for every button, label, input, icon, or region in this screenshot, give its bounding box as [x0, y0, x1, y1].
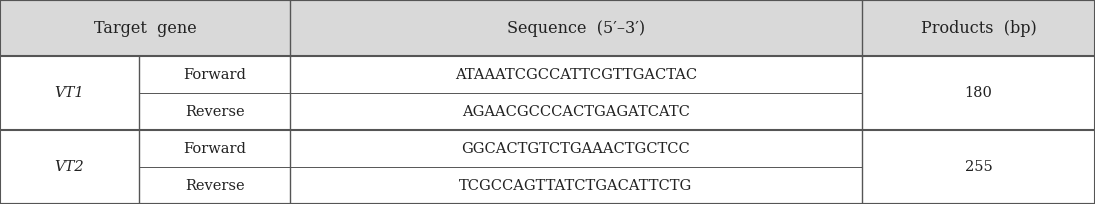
FancyBboxPatch shape [0, 0, 1095, 56]
Text: GGCACTGTCTGAAACTGCTCC: GGCACTGTCTGAAACTGCTCC [462, 142, 690, 155]
Text: VT1: VT1 [55, 86, 84, 100]
Text: 255: 255 [965, 160, 992, 174]
Text: Sequence  (5′–3′): Sequence (5′–3′) [507, 20, 645, 37]
Text: Forward: Forward [183, 68, 246, 82]
Text: TCGCCAGTTATCTGACATTCTG: TCGCCAGTTATCTGACATTCTG [459, 178, 693, 193]
Text: Forward: Forward [183, 142, 246, 155]
Text: 180: 180 [965, 86, 992, 100]
Text: AGAACGCCCACTGAGATCATC: AGAACGCCCACTGAGATCATC [462, 105, 690, 119]
Text: Products  (bp): Products (bp) [921, 20, 1036, 37]
Text: Reverse: Reverse [185, 178, 244, 193]
Text: ATAAATCGCCATTCGTTGACTAC: ATAAATCGCCATTCGTTGACTAC [454, 68, 698, 82]
Text: VT2: VT2 [55, 160, 84, 174]
Text: Target  gene: Target gene [94, 20, 196, 37]
Text: Reverse: Reverse [185, 105, 244, 119]
